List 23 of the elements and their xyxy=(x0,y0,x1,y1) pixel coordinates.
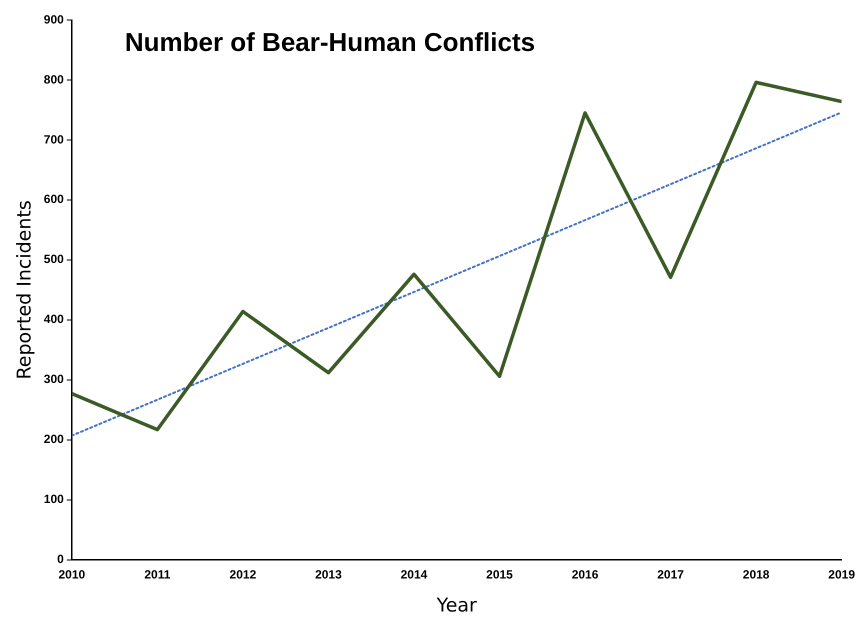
y-axis-title: Reported Incidents xyxy=(13,200,36,380)
chart-title: Number of Bear-Human Conflicts xyxy=(124,27,536,58)
x-tick-label: 2011 xyxy=(144,567,171,582)
x-tick-label: 2018 xyxy=(742,567,770,582)
x-tick-label: 2013 xyxy=(315,567,342,582)
y-tick-label: 300 xyxy=(44,372,64,386)
y-tick-label: 500 xyxy=(44,252,64,266)
x-tick-label: 2010 xyxy=(58,567,86,582)
x-axis-title: Year xyxy=(436,594,478,617)
y-tick-label: 700 xyxy=(44,132,64,146)
y-tick-label: 400 xyxy=(44,312,64,326)
x-tick-label: 2014 xyxy=(400,567,428,582)
x-tick-label: 2012 xyxy=(230,567,257,582)
y-tick-label: 100 xyxy=(44,492,64,506)
y-tick-label: 600 xyxy=(44,192,64,206)
y-tick-label: 900 xyxy=(44,12,64,26)
x-tick-label: 2015 xyxy=(486,567,514,582)
x-tick-label: 2019 xyxy=(828,567,856,582)
y-tick-label: 800 xyxy=(44,72,64,86)
y-tick-label: 200 xyxy=(44,432,64,446)
x-tick-label: 2017 xyxy=(657,567,684,582)
y-tick-label: 0 xyxy=(57,552,64,566)
x-tick-label: 2016 xyxy=(572,567,599,582)
